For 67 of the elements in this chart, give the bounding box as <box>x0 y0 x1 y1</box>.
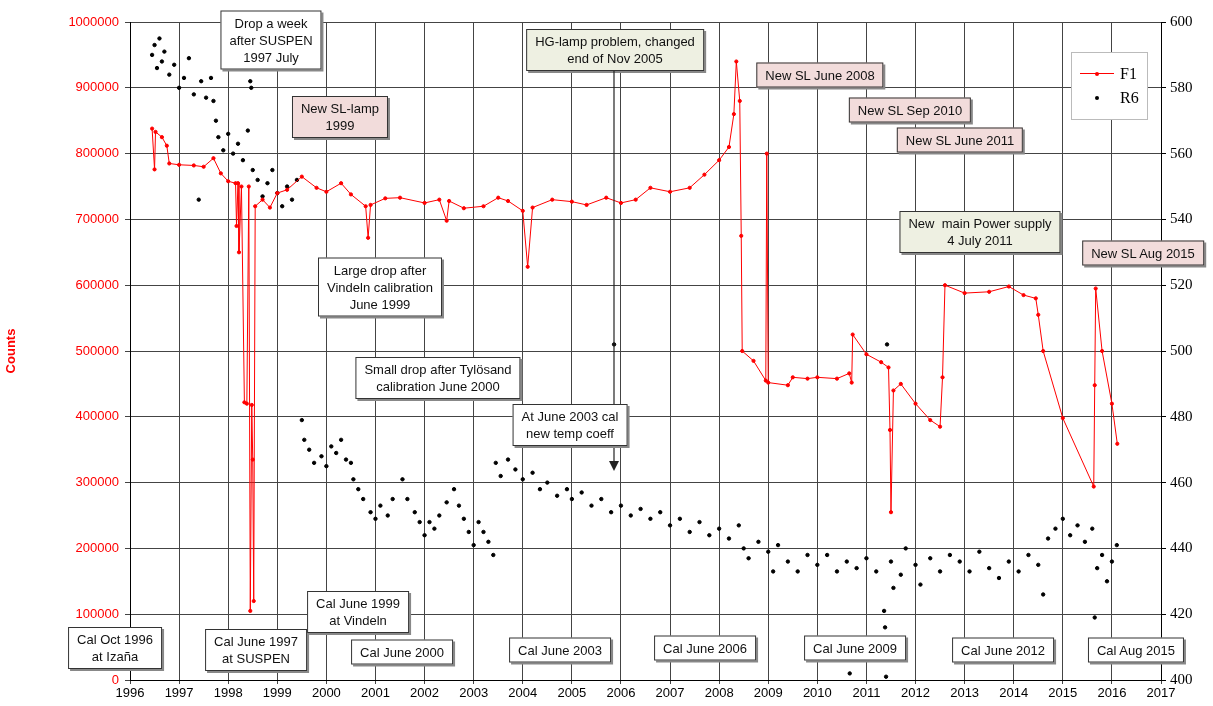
x-tick-label: 2011 <box>852 685 881 701</box>
y2-tick-label: 560 <box>1170 144 1193 161</box>
annotation: Cal June 1997 at SUSPEN <box>205 629 307 671</box>
x-tick-label: 2000 <box>311 685 341 701</box>
annotation: New SL June 2011 <box>896 127 1024 153</box>
annotation: New SL June 2008 <box>756 62 884 88</box>
y-tick-label: 300000 <box>75 474 119 490</box>
annotation: New SL Sep 2010 <box>848 97 972 123</box>
annotation: Cal June 2006 <box>654 635 756 661</box>
x-tick-label: 2013 <box>950 685 980 701</box>
annotation: New main Power supply 4 July 2011 <box>899 211 1061 253</box>
x-tick-label: 1998 <box>213 685 243 701</box>
annotation: Cal Oct 1996 at Izaña <box>68 627 162 669</box>
annotation: Cal June 2012 <box>952 637 1054 663</box>
x-tick-label: 2008 <box>704 685 734 701</box>
annotation: Cal June 2000 <box>351 639 453 665</box>
x-tick-label: 2017 <box>1146 685 1176 701</box>
y-tick-label: 500000 <box>75 342 119 358</box>
annotation: Cal June 2003 <box>509 637 611 663</box>
annotation: Large drop after Vindeln calibration June 1999 <box>318 257 442 317</box>
y2-tick-label: 420 <box>1170 605 1193 622</box>
y-tick-label: 0 <box>111 671 119 687</box>
y2-tick-label: 480 <box>1170 407 1193 424</box>
x-tick-label: 1997 <box>164 685 194 701</box>
x-tick-label: 2009 <box>753 685 783 701</box>
annotation: Drop a week after SUSPEN 1997 July <box>220 10 322 70</box>
x-tick-label: 2002 <box>410 685 440 701</box>
y-axis-title: Counts <box>3 328 19 374</box>
x-tick-label: 2010 <box>802 685 832 701</box>
annotation: Cal June 2009 <box>804 635 906 661</box>
y2-tick-label: 400 <box>1170 670 1193 687</box>
x-tick-label: 2005 <box>557 685 587 701</box>
y-tick-label: 600000 <box>75 276 119 292</box>
y2-tick-label: 600 <box>1170 12 1193 29</box>
x-tick-label: 2003 <box>459 685 489 701</box>
annotation: Small drop after Tylösand calibration June 2000 <box>355 357 521 399</box>
x-tick-label: 2006 <box>606 685 636 701</box>
annotation: Cal June 1999 at Vindeln <box>307 591 409 633</box>
y-tick-label: 100000 <box>75 605 119 621</box>
y-tick-label: 400000 <box>75 408 119 424</box>
annotation: At June 2003 cal new temp coeff <box>512 404 628 446</box>
legend-label: R6 <box>1120 89 1139 107</box>
y2-tick-label: 520 <box>1170 276 1193 293</box>
y-tick-label: 900000 <box>75 79 119 95</box>
y2-tick-label: 460 <box>1170 473 1193 490</box>
annotation: New SL-lamp 1999 <box>291 96 389 138</box>
y2-tick-label: 540 <box>1170 210 1193 227</box>
y-tick-label: 200000 <box>75 539 119 555</box>
x-tick-label: 2014 <box>999 685 1029 701</box>
y-tick-label: 800000 <box>75 145 119 161</box>
annotation: Cal Aug 2015 <box>1087 637 1185 663</box>
x-tick-label: 1996 <box>115 685 145 701</box>
x-tick-label: 2001 <box>361 685 390 701</box>
x-tick-label: 2004 <box>508 685 538 701</box>
annotation: New SL Aug 2015 <box>1082 240 1204 266</box>
y2-tick-label: 500 <box>1170 341 1193 358</box>
y2-tick-label: 440 <box>1170 539 1193 556</box>
x-tick-label: 2007 <box>655 685 685 701</box>
annotation: HG-lamp problem, changed end of Nov 2005 <box>526 29 704 71</box>
x-tick-label: 2016 <box>1097 685 1127 701</box>
y-tick-label: 700000 <box>75 210 119 226</box>
x-tick-label: 1999 <box>262 685 292 701</box>
x-tick-label: 2012 <box>901 685 930 701</box>
x-tick-label: 2015 <box>1048 685 1078 701</box>
legend-label: F1 <box>1120 65 1137 83</box>
y2-tick-label: 580 <box>1170 78 1193 95</box>
y-tick-label: 1000000 <box>68 13 119 29</box>
